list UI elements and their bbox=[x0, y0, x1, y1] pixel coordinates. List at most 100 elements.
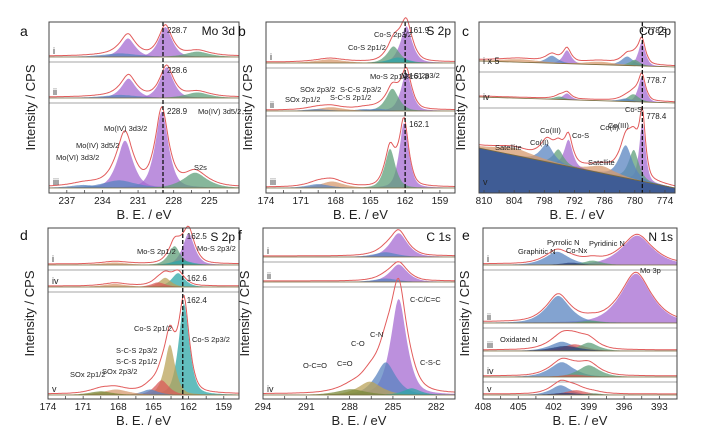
sample-label: v bbox=[52, 384, 57, 394]
component-peak bbox=[479, 139, 675, 188]
y-axis-label: Intensity / CPS bbox=[457, 270, 472, 356]
envelope-fit bbox=[483, 330, 677, 351]
panel-label: c bbox=[462, 23, 469, 39]
x-tick-label: 159 bbox=[432, 196, 449, 207]
plot-frame bbox=[265, 21, 456, 194]
component-peak bbox=[263, 381, 455, 395]
peak-annotation: Mo(IV) 3d5/2 bbox=[76, 141, 119, 150]
x-tick-label: 162 bbox=[180, 402, 197, 413]
y-axis-label: Intensity / CPS bbox=[240, 64, 255, 150]
x-tick-label: 810 bbox=[476, 196, 493, 207]
component-peak bbox=[266, 59, 455, 63]
x-axis-label: B. E. / eV bbox=[550, 207, 605, 222]
x-tick-label: 282 bbox=[428, 402, 445, 413]
panel-label: e bbox=[462, 227, 470, 243]
peak-position-label: 778.7 bbox=[646, 76, 667, 85]
spectrum-e-v: v bbox=[483, 379, 677, 396]
sample-label: ii bbox=[267, 271, 271, 281]
peak-annotation: Co(II) bbox=[530, 138, 549, 147]
sample-label: i bbox=[487, 254, 489, 264]
panel-label: f bbox=[238, 227, 242, 243]
panel-title: S 2p bbox=[426, 24, 451, 38]
panel-label: b bbox=[238, 23, 246, 39]
spectrum-e-iii: iii bbox=[483, 330, 677, 357]
peak-position-label: 778.6 bbox=[646, 26, 667, 35]
peak-annotation: Pyridinic N bbox=[589, 239, 625, 248]
sample-label: iii bbox=[270, 177, 276, 187]
component-peak bbox=[263, 264, 455, 282]
peak-position-label: 162.1 bbox=[409, 120, 430, 129]
peak-annotation: Co-S 2p3/2 bbox=[374, 30, 412, 39]
component-peak bbox=[263, 278, 455, 282]
panel-a: i 228.7 ii 228.6 iii 228.9 237 234 231 228 225 B. E… bbox=[20, 21, 241, 222]
component-peak bbox=[266, 109, 455, 111]
x-tick-label: 225 bbox=[201, 196, 218, 207]
plot-frame bbox=[262, 227, 456, 400]
peak-annotation: Co(III) bbox=[608, 121, 629, 130]
peak-annotation: SOx 2p3/2 bbox=[300, 85, 335, 94]
component-peak bbox=[483, 342, 677, 351]
component-peak bbox=[49, 184, 239, 188]
sample-label: ii bbox=[270, 100, 274, 110]
envelope-fit bbox=[49, 105, 240, 187]
peak-position-label: 228.6 bbox=[167, 66, 188, 75]
peak-position-label: 162.4 bbox=[187, 296, 208, 305]
x-tick-label: 285 bbox=[385, 402, 402, 413]
x-axis-label: B. E. / eV bbox=[333, 207, 388, 222]
x-tick-label: 396 bbox=[616, 402, 633, 413]
spectrum-d-iv: iv 162.6 bbox=[48, 269, 239, 293]
spectrum-a-iii: iii 228.9 bbox=[49, 105, 240, 189]
spectrum-e-i: i bbox=[483, 233, 678, 271]
peak-position-label: 161.9 bbox=[409, 26, 430, 35]
component-peak bbox=[483, 365, 677, 377]
spectrum-e-ii: ii bbox=[483, 271, 678, 329]
y-axis-label: Intensity / CPS bbox=[23, 64, 38, 150]
x-tick-label: 393 bbox=[651, 402, 668, 413]
spectrum-b-iii: iii 162.1 bbox=[266, 116, 455, 189]
component-peak bbox=[483, 320, 677, 323]
panel-title: S 2p bbox=[210, 230, 235, 244]
x-tick-label: 162 bbox=[397, 196, 414, 207]
panel-title: Co 2p bbox=[639, 24, 671, 38]
component-peak bbox=[263, 389, 455, 395]
envelope-fit bbox=[48, 294, 240, 395]
sample-label: iv bbox=[487, 366, 494, 376]
panel-d: i 162.5 iv 162.6 v 162.4 174 171 168 165 162 159 B. … bbox=[20, 225, 240, 428]
component-peak bbox=[483, 251, 677, 265]
component-peak bbox=[266, 26, 455, 63]
component-peak bbox=[266, 57, 455, 63]
component-peak bbox=[483, 390, 677, 395]
component-peak bbox=[263, 252, 455, 257]
x-tick-label: 165 bbox=[145, 402, 162, 413]
peak-annotation: Mo-S 2p1/2 bbox=[137, 247, 176, 256]
peak-annotation: Co-S 2p1/2 bbox=[134, 324, 172, 333]
spectrum-f-i: i bbox=[263, 229, 455, 263]
x-tick-label: 399 bbox=[580, 402, 597, 413]
background-area bbox=[479, 148, 675, 193]
spectrum-d-i: i 162.5 bbox=[48, 225, 240, 271]
peak-position-label: 228.9 bbox=[167, 107, 188, 116]
peak-annotation: S-C-S 2p1/2 bbox=[116, 357, 157, 366]
envelope-fit bbox=[483, 233, 678, 265]
component-peak bbox=[48, 262, 239, 265]
y-axis-label: Intensity / CPS bbox=[22, 270, 37, 356]
component-peak bbox=[49, 92, 239, 98]
sample-label: v bbox=[483, 177, 488, 187]
x-tick-label: 231 bbox=[130, 196, 147, 207]
x-tick-label: 288 bbox=[341, 402, 358, 413]
peak-annotation: Pyrrolic N bbox=[547, 238, 580, 247]
panel-c: i x 5 778.6 iv 778.7 v 778.4 810 804 798 792 786 78… bbox=[453, 21, 676, 222]
peak-position-label: 162.5 bbox=[187, 232, 208, 241]
component-peak bbox=[483, 273, 677, 323]
component-peak bbox=[48, 282, 239, 287]
component-peak bbox=[48, 391, 239, 395]
sample-label: iv bbox=[267, 384, 274, 394]
x-tick-label: 294 bbox=[255, 402, 272, 413]
x-tick-label: 774 bbox=[657, 196, 674, 207]
envelope-fit bbox=[483, 379, 677, 395]
plot-frame bbox=[482, 227, 678, 400]
spectrum-c-iv: iv 778.7 bbox=[478, 71, 676, 109]
peak-annotation: C-O bbox=[351, 339, 365, 348]
